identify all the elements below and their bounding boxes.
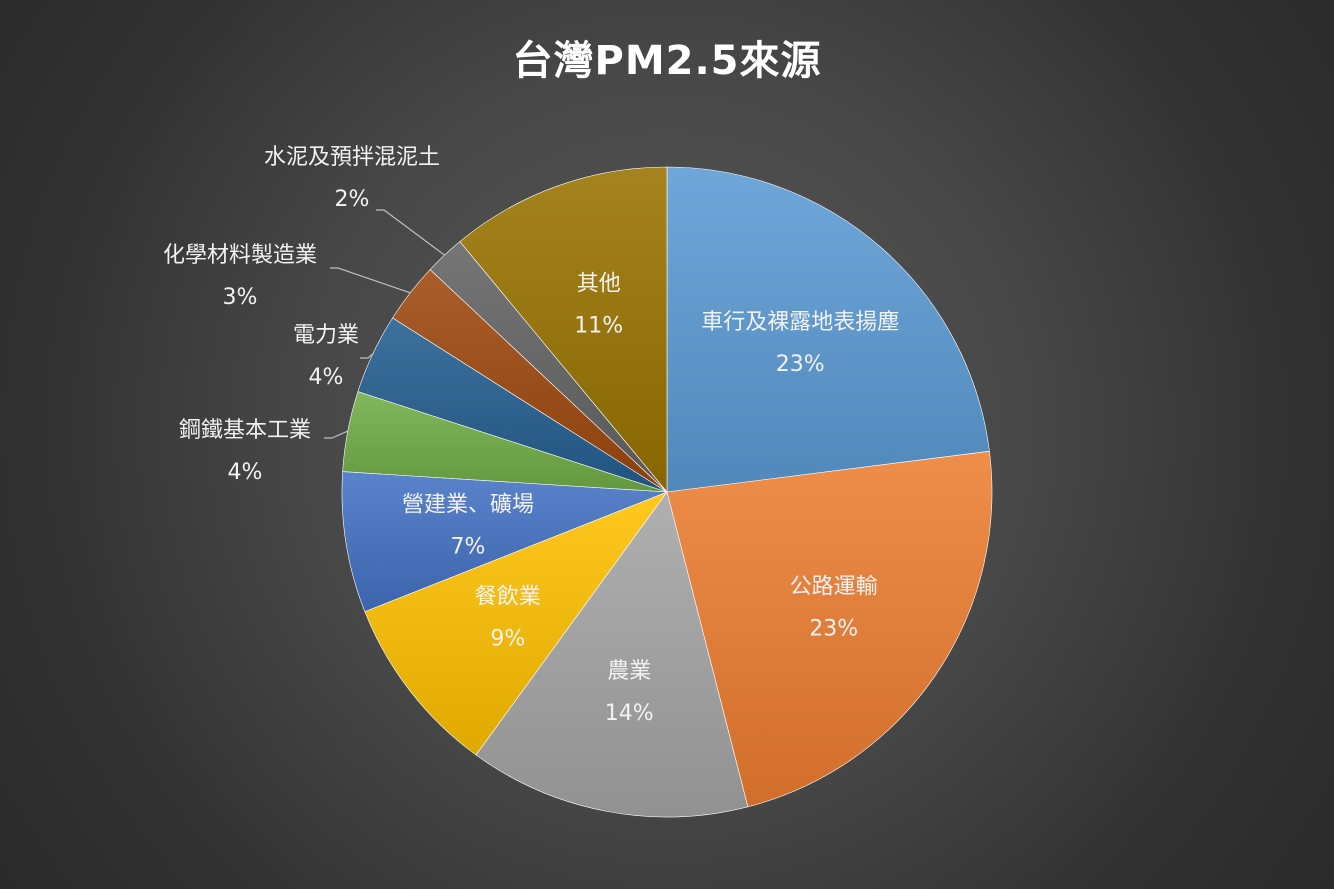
pie-slice-3 (475, 491, 749, 818)
slice-name-label-10: 其他 (577, 271, 621, 296)
slice-percent-label-8: 3% (223, 285, 258, 310)
slice-percent-label-3: 14% (605, 701, 654, 726)
slice-percent-label-4: 9% (490, 627, 525, 652)
chart-title: 台灣PM2.5來源 (512, 38, 822, 84)
pie-slice-2 (666, 450, 993, 808)
leader-line-8 (330, 267, 411, 294)
slice-name-label-7: 電力業 (293, 323, 359, 348)
pie-slice-4 (364, 491, 668, 756)
slice-percent-label-9: 2% (335, 187, 370, 212)
slice-name-label-5: 營建業、礦場 (402, 493, 534, 518)
slice-name-label-4: 餐飲業 (475, 585, 541, 610)
pie-slice-5 (341, 471, 668, 613)
leader-lines (324, 209, 445, 439)
slice-name-label-9: 水泥及預拌混泥土 (264, 145, 440, 170)
slice-percent-label-10: 11% (574, 313, 623, 338)
slice-percent-label-1: 23% (776, 352, 825, 377)
pie-slice-1 (666, 166, 990, 493)
slice-percent-label-2: 23% (809, 616, 858, 641)
leader-line-9 (376, 209, 445, 256)
slice-name-label-2: 公路運輸 (790, 574, 878, 599)
leader-line-6 (324, 430, 348, 439)
slice-percent-label-7: 4% (309, 365, 344, 390)
slice-percent-label-6: 4% (228, 460, 263, 485)
slice-name-label-1: 車行及裸露地表揚塵 (701, 310, 899, 335)
pie-slices (341, 166, 993, 818)
slice-name-label-3: 農業 (607, 659, 651, 684)
pie-slice-10 (459, 166, 668, 493)
slice-percent-label-5: 7% (451, 535, 486, 560)
slice-labels: 車行及裸露地表揚塵 23% 公路運輸 23% 農業 14% 餐飲業 9% 營建業、礦場 7% 鋼鐵基… (163, 145, 899, 726)
leader-line-7 (360, 353, 374, 359)
slice-name-label-8: 化學材料製造業 (163, 243, 317, 268)
slice-name-label-6: 鋼鐵基本工業 (179, 418, 311, 443)
